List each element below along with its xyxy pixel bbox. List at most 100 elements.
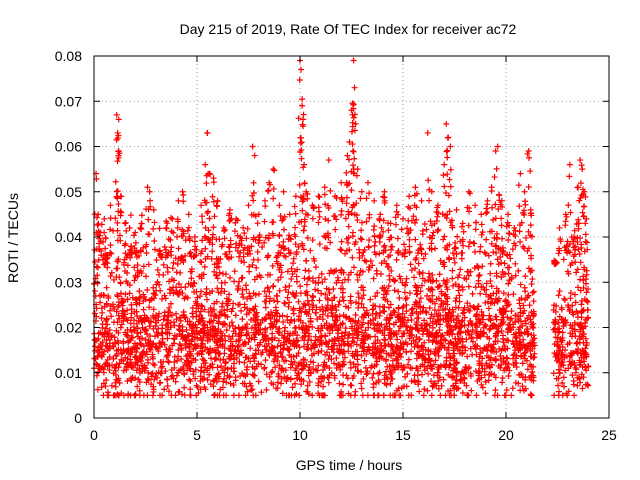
data-point (105, 333, 112, 340)
data-point (511, 319, 518, 326)
data-point (335, 337, 342, 344)
data-point (261, 365, 268, 372)
data-point (574, 339, 581, 346)
data-point (562, 367, 569, 374)
data-point (268, 337, 275, 344)
data-point (127, 320, 134, 327)
data-point (184, 294, 191, 301)
data-point (462, 329, 469, 336)
data-point (417, 363, 424, 370)
data-point (103, 360, 110, 367)
data-point (150, 306, 157, 313)
data-point (100, 291, 107, 298)
data-point (225, 243, 232, 250)
data-point (235, 392, 242, 399)
data-point (370, 350, 377, 357)
data-point (124, 332, 131, 339)
data-point (295, 298, 302, 305)
data-point (366, 190, 373, 197)
data-point (284, 268, 291, 275)
data-point (201, 321, 208, 328)
data-point (132, 392, 139, 399)
data-point (180, 311, 187, 318)
data-point (211, 268, 218, 275)
data-point (396, 345, 403, 352)
data-point (248, 335, 255, 342)
data-point (519, 360, 526, 367)
data-point (417, 245, 424, 252)
data-point (481, 321, 488, 328)
data-point (345, 211, 352, 218)
data-point (314, 367, 321, 374)
data-point (376, 250, 383, 257)
data-point (288, 265, 295, 272)
data-point (342, 250, 349, 257)
data-point (525, 148, 532, 155)
data-point (128, 349, 135, 356)
data-point (581, 264, 588, 271)
data-point (356, 254, 363, 261)
data-point (429, 292, 436, 299)
data-point (249, 352, 256, 359)
data-point (422, 356, 429, 363)
data-point (352, 311, 359, 318)
data-point (358, 300, 365, 307)
data-point (562, 297, 569, 304)
data-point (127, 356, 134, 363)
data-point (176, 341, 183, 348)
data-point (175, 346, 182, 353)
data-point (530, 332, 537, 339)
data-point (576, 362, 583, 369)
data-point (262, 325, 269, 332)
data-point (244, 363, 251, 370)
data-point (465, 306, 472, 313)
data-point (181, 384, 188, 391)
data-point (269, 262, 276, 269)
data-point (242, 282, 249, 289)
data-point (478, 374, 485, 381)
data-point (312, 286, 319, 293)
data-point (346, 330, 353, 337)
data-point (213, 298, 220, 305)
data-point (409, 305, 416, 312)
data-point (498, 197, 505, 204)
data-point (262, 304, 269, 311)
data-point (512, 272, 519, 279)
data-point (221, 350, 228, 357)
data-point (360, 375, 367, 382)
data-point (499, 203, 506, 210)
data-point (445, 388, 452, 395)
data-point (245, 202, 252, 209)
data-point (270, 219, 277, 226)
data-point (419, 231, 426, 238)
data-point (170, 290, 177, 297)
data-point (252, 291, 259, 298)
data-point (393, 202, 400, 209)
data-point (138, 225, 145, 232)
data-point (403, 322, 410, 329)
data-point (177, 269, 184, 276)
data-point (324, 374, 331, 381)
data-point (297, 140, 304, 147)
data-point (216, 318, 223, 325)
data-point (244, 388, 251, 395)
data-point (343, 194, 350, 201)
data-point (176, 388, 183, 395)
data-point (238, 257, 245, 264)
data-point (333, 355, 340, 362)
data-point (93, 214, 100, 221)
data-point (526, 154, 533, 161)
data-point (331, 360, 338, 367)
data-point (338, 238, 345, 245)
data-point (153, 329, 160, 336)
y-tick-label: 0.03 (55, 274, 82, 290)
data-point (213, 355, 220, 362)
data-point (403, 294, 410, 301)
data-point (447, 362, 454, 369)
data-point (181, 392, 188, 399)
data-point (115, 148, 122, 155)
data-point (221, 228, 228, 235)
data-point (114, 129, 121, 136)
data-point (495, 328, 502, 335)
data-point (132, 229, 139, 236)
